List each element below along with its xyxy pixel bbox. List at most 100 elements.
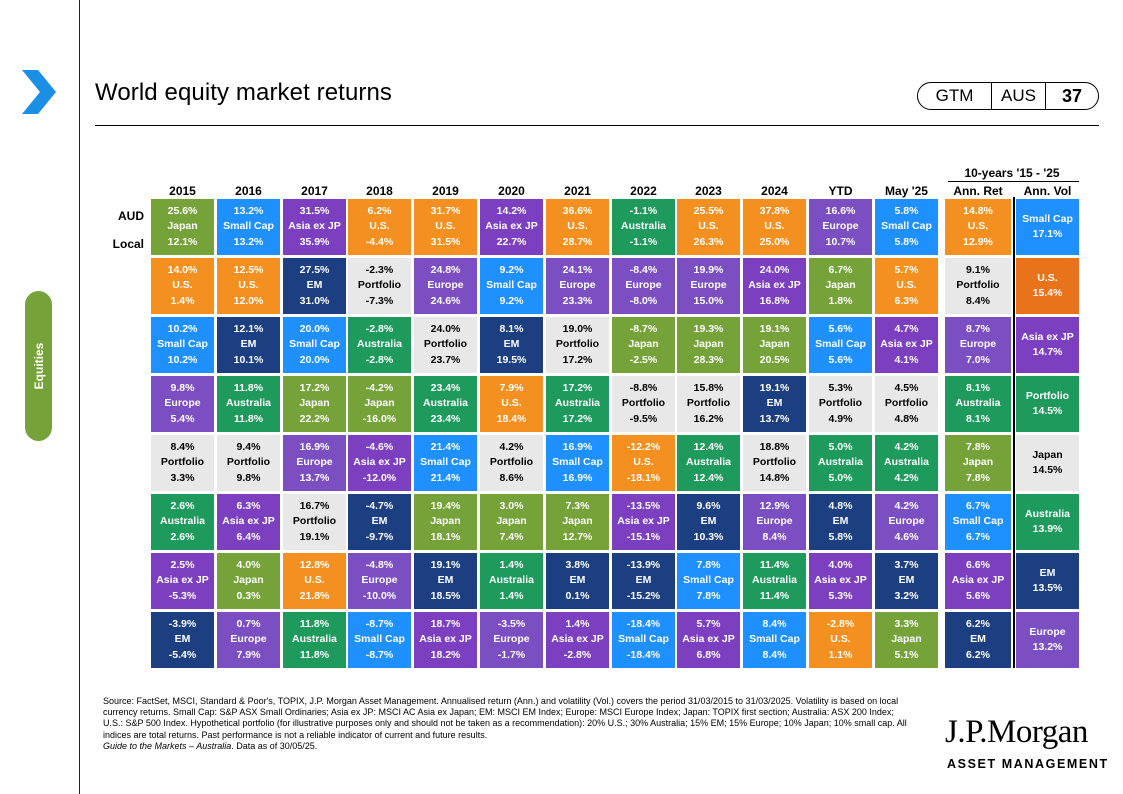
asset-class: EM xyxy=(240,338,257,351)
asset-class: Small Cap xyxy=(289,338,340,351)
asset-class: EM xyxy=(569,574,586,587)
return-cell: 19.9% Europe 15.0% xyxy=(677,258,740,314)
aud-return: -3.9% xyxy=(168,617,197,630)
aud-return: 0.7% xyxy=(236,617,261,630)
local-return: 16.2% xyxy=(693,412,724,425)
return-cell: 21.4% Small Cap 21.4% xyxy=(414,435,477,491)
asset-class: Europe xyxy=(493,633,530,646)
aud-return: 2.6% xyxy=(170,499,195,512)
return-cell: 3.7% EM 3.2% xyxy=(875,553,938,609)
asset-class: U.S. xyxy=(896,279,917,292)
asset-class: Small Cap xyxy=(157,338,208,351)
asset-class: Australia xyxy=(357,338,402,351)
local-return: -10.0% xyxy=(362,589,397,602)
local-return: 26.3% xyxy=(693,235,724,248)
section-tab-equities[interactable]: Equities xyxy=(25,291,52,441)
aud-return: 12.8% xyxy=(299,558,330,571)
aud-return: -4.7% xyxy=(365,499,394,512)
aud-return: 24.1% xyxy=(562,263,593,276)
local-return: 3.2% xyxy=(894,589,919,602)
aud-return: -8.7% xyxy=(629,322,658,335)
asset-class: EM xyxy=(174,633,191,646)
asset-class: Europe xyxy=(959,338,997,351)
row-label-aud: AUD xyxy=(118,209,144,223)
aud-return: 31.5% xyxy=(299,204,330,217)
return-cell: -8.8% Portfolio -9.5% xyxy=(612,376,675,432)
return-cell: 8.1% EM 19.5% xyxy=(480,317,543,373)
local-return: 7.4% xyxy=(499,530,524,543)
local-return: 4.9% xyxy=(828,412,853,425)
return-cell: -2.8% U.S. 1.1% xyxy=(809,612,872,668)
asset-class: Asia ex JP xyxy=(814,574,867,587)
aud-return: 12.1% xyxy=(233,322,264,335)
asset-class: Australia xyxy=(160,515,205,528)
return-cell: 5.6% Small Cap 5.6% xyxy=(809,317,872,373)
aud-return: 19.1% xyxy=(759,322,790,335)
aud-return: 7.8% xyxy=(966,440,990,453)
local-return: 6.4% xyxy=(236,530,261,543)
local-return: -7.3% xyxy=(365,294,394,307)
asset-class: Australia xyxy=(555,397,600,410)
jpmorgan-logo: J.P.Morgan xyxy=(945,714,1088,750)
local-return: 12.4% xyxy=(693,471,724,484)
aud-return: 24.0% xyxy=(759,263,790,276)
aud-return: 4.8% xyxy=(828,499,853,512)
local-return: 19.1% xyxy=(299,530,330,543)
aud-return: 8.7% xyxy=(966,322,990,335)
return-cell: 16.7% Portfolio 19.1% xyxy=(283,494,346,550)
return-cell: 25.6% Japan 12.1% xyxy=(151,199,214,255)
aud-return: 5.6% xyxy=(828,322,853,335)
local-return: -1.1% xyxy=(629,235,658,248)
local-return: 25.0% xyxy=(759,235,790,248)
volatility: 14.7% xyxy=(1032,346,1063,358)
asset-class: Japan xyxy=(962,456,994,469)
aud-return: 5.7% xyxy=(696,617,721,630)
return-cell: 27.5% EM 31.0% xyxy=(283,258,346,314)
aud-return: 27.5% xyxy=(299,263,330,276)
return-cell: 36.6% U.S. 28.7% xyxy=(546,199,609,255)
aud-return: 2.5% xyxy=(170,558,195,571)
local-return: 21.8% xyxy=(299,589,330,602)
asset-class: Europe xyxy=(361,574,398,587)
local-return: -4.4% xyxy=(365,235,394,248)
asset-class: Australia xyxy=(226,397,271,410)
aud-return: 4.0% xyxy=(236,558,261,571)
asset-class: Europe xyxy=(690,279,727,292)
return-cell: 19.0% Portfolio 17.2% xyxy=(546,317,609,373)
return-cell: -2.3% Portfolio -7.3% xyxy=(348,258,411,314)
asset-class: EM xyxy=(898,574,915,587)
column-header: 2024 xyxy=(761,184,788,198)
local-return: 6.8% xyxy=(696,648,721,661)
asset-class: U.S. xyxy=(238,279,259,292)
asset-class: Europe xyxy=(822,220,859,233)
aud-return: 9.1% xyxy=(966,263,990,276)
source-text: Source: FactSet, MSCI, Standard & Poor's… xyxy=(103,696,907,740)
asset-class: Australia xyxy=(884,456,929,469)
return-cell: -4.2% Japan -16.0% xyxy=(348,376,411,432)
asset-class: Australia xyxy=(752,574,797,587)
badge-gtm: GTM xyxy=(918,83,992,109)
local-return: 13.7% xyxy=(299,471,330,484)
asset-class: Asia ex JP xyxy=(353,456,406,469)
asset-class: Small Cap xyxy=(223,220,274,233)
return-cell: -2.8% Australia -2.8% xyxy=(348,317,411,373)
return-cell: 12.8% U.S. 21.8% xyxy=(283,553,346,609)
asset-class: Australia xyxy=(423,397,468,410)
local-return: 4.8% xyxy=(894,412,919,425)
local-return: 9.8% xyxy=(236,471,261,484)
asset-class: Asia ex JP xyxy=(551,633,604,646)
local-return: 10.1% xyxy=(233,353,264,366)
volatility: 14.5% xyxy=(1032,405,1063,417)
column-header: 2021 xyxy=(564,184,591,198)
aud-return: 18.8% xyxy=(759,440,790,453)
aud-return: -2.8% xyxy=(826,617,855,630)
asset-class: Japan xyxy=(233,574,264,587)
asset-class: Asia ex JP xyxy=(222,515,275,528)
local-return: 18.5% xyxy=(430,589,461,602)
return-cell: -3.5% Europe -1.7% xyxy=(480,612,543,668)
local-return: 9.2% xyxy=(499,294,524,307)
asset-class: Europe xyxy=(1029,625,1066,638)
local-return: 1.8% xyxy=(828,294,853,307)
ann-return-cell: 6.6% Asia ex JP 5.6% xyxy=(945,553,1011,609)
asset-class: Japan xyxy=(364,397,395,410)
